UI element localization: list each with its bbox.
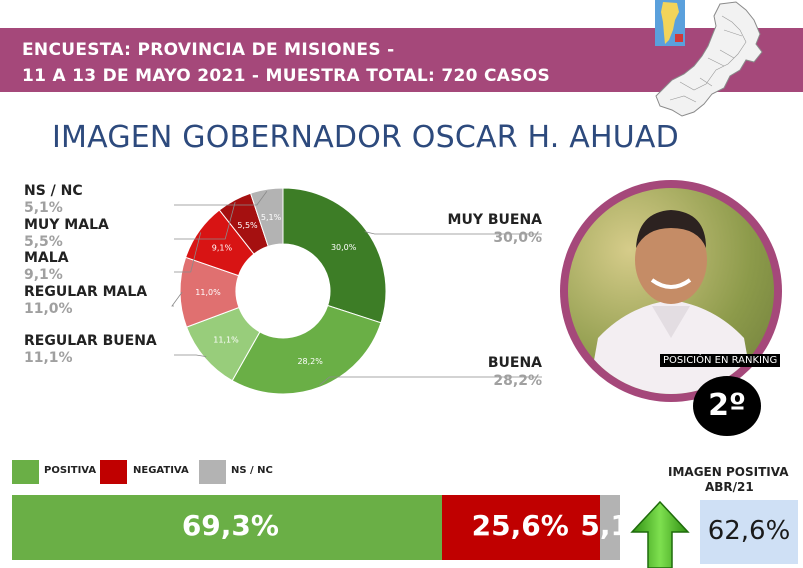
header-line-2: 11 A 13 DE MAYO 2021 - MUESTRA TOTAL: 72… bbox=[22, 66, 551, 86]
legend-swatch-positiva bbox=[12, 460, 39, 484]
category-value-ns-nc: 5,1% bbox=[24, 200, 63, 216]
donut-slice-label-mala: 9,1% bbox=[212, 243, 233, 252]
category-label-ns-nc: NS / NC bbox=[24, 183, 83, 199]
bar-segment-ns-nc bbox=[600, 495, 620, 560]
leader-line-ns-nc bbox=[174, 191, 268, 206]
leader-line-muy-buena bbox=[364, 231, 542, 235]
category-label-muy-buena: MUY BUENA bbox=[448, 212, 543, 228]
bar-label-positiva: 69,3% bbox=[181, 509, 279, 542]
legend-swatch-nsnc bbox=[199, 460, 226, 484]
donut-slice-label-ns-nc: 5,1% bbox=[261, 213, 282, 222]
argentina-map-icon bbox=[655, 0, 685, 46]
donut-chart: 30,0%28,2%11,1%11,0%9,1%5,5%5,1% MUY BUEN… bbox=[24, 183, 543, 395]
bar-label-negativa: 25,6% bbox=[471, 509, 569, 542]
legend-swatch-negativa bbox=[100, 460, 127, 484]
donut-slice-muy-buena bbox=[282, 187, 387, 324]
category-value-mala: 9,1% bbox=[24, 267, 63, 283]
previous-period: ABR/21 bbox=[705, 480, 754, 494]
category-value-regular-mala: 11,0% bbox=[24, 301, 73, 317]
legend-label-negativa: NEGATIVA bbox=[133, 465, 189, 476]
leader-line-muy-mala bbox=[174, 201, 236, 240]
donut-slice-label-regular-mala: 11,0% bbox=[195, 288, 221, 297]
donut-slice-label-buena: 28,2% bbox=[297, 357, 323, 366]
bar-label-ns-nc: 5,1% bbox=[580, 509, 620, 542]
leader-line-regular-mala bbox=[171, 292, 183, 307]
stacked-bar: 69,3% 25,6% 5,1% bbox=[12, 495, 620, 560]
ranking-label: POSICIÓN EN RANKING bbox=[660, 354, 781, 367]
header-line-1: ENCUESTA: PROVINCIA DE MISIONES - bbox=[22, 40, 395, 60]
leader-line-mala bbox=[174, 232, 202, 273]
misiones-map-icon bbox=[655, 1, 763, 117]
bar-legend: POSITIVA NEGATIVA NS / NC bbox=[12, 460, 312, 484]
arrow-up-icon bbox=[630, 500, 690, 568]
category-value-buena: 28,2% bbox=[493, 373, 542, 389]
category-label-muy-mala: MUY MALA bbox=[24, 217, 109, 233]
legend-label-positiva: POSITIVA bbox=[44, 465, 97, 476]
previous-value-box: 62,6% bbox=[700, 500, 798, 564]
category-value-muy-mala: 5,5% bbox=[24, 234, 63, 250]
category-label-regular-buena: REGULAR BUENA bbox=[24, 333, 157, 349]
category-label-buena: BUENA bbox=[488, 355, 542, 371]
category-value-regular-buena: 11,1% bbox=[24, 350, 73, 366]
donut-slice-label-regular-buena: 11,1% bbox=[213, 336, 239, 345]
chart-title: IMAGEN GOBERNADOR OSCAR H. AHUAD bbox=[52, 120, 679, 155]
donut-slice-buena bbox=[231, 304, 382, 395]
previous-value: 62,6% bbox=[707, 516, 791, 546]
category-label-regular-mala: REGULAR MALA bbox=[24, 284, 147, 300]
category-label-mala: MALA bbox=[24, 250, 69, 266]
ranking-badge: 2º bbox=[693, 376, 761, 436]
bar-segment-positiva bbox=[12, 495, 442, 560]
donut-slice-label-muy-buena: 30,0% bbox=[331, 243, 357, 252]
donut-slice-label-muy-mala: 5,5% bbox=[237, 221, 258, 230]
legend-label-nsnc: NS / NC bbox=[231, 465, 273, 476]
bar-segment-negativa bbox=[441, 495, 601, 560]
leader-line-buena bbox=[319, 376, 542, 386]
leader-line-regular-buena bbox=[174, 354, 207, 357]
previous-title: IMAGEN POSITIVA bbox=[668, 465, 789, 479]
category-value-muy-buena: 30,0% bbox=[493, 230, 542, 246]
